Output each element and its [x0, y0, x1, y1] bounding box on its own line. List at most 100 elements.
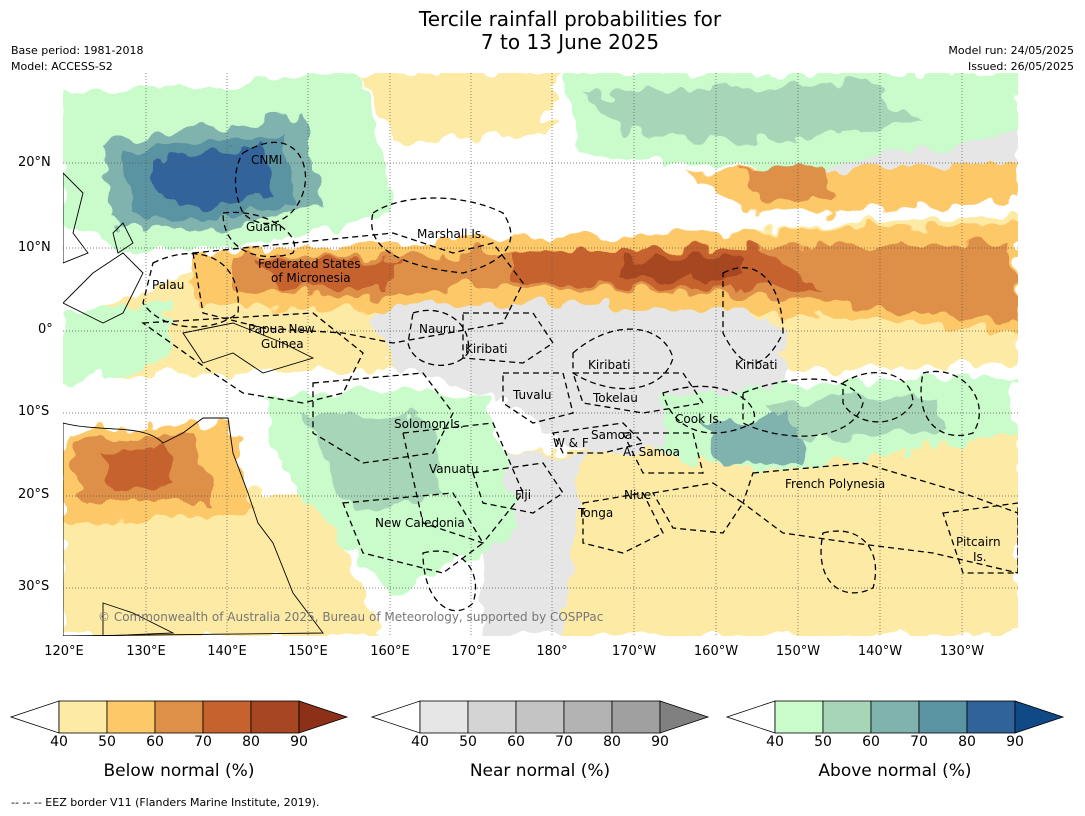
colorbar-below-swatch-40 [58, 700, 108, 734]
graticule [63, 73, 1018, 636]
colorbar-below-label: 40 [50, 734, 68, 750]
label-new-caledonia: New Caledonia [375, 516, 465, 530]
colorbar-below-title: Below normal (%) [103, 761, 255, 781]
label-vanuatu: Vanuatu [429, 462, 479, 476]
lon-tick-140w: 140°W [857, 644, 903, 659]
lon-tick-130e: 130°E [126, 644, 166, 659]
colorbar-above-label: 40 [766, 734, 784, 750]
colorbar-near-swatch-80 [611, 700, 661, 734]
label-cook: Cook Is. [675, 412, 722, 426]
colorbar-below-under [9, 700, 60, 734]
colorbar-below-label: 90 [290, 734, 308, 750]
model-name: Model: ACCESS-S2 [11, 60, 113, 73]
lat-tick-20n: 20°N [18, 155, 51, 170]
colorbar-above-label: 70 [910, 734, 928, 750]
lon-tick-160w: 160°W [693, 644, 739, 659]
label-kiribati-2: Kiribati [588, 358, 630, 372]
label-wf: W & F [553, 436, 589, 450]
colorbar-above-swatch-50 [822, 700, 872, 734]
colorbar-near-label: 90 [651, 734, 669, 750]
colorbar-below-label: 50 [98, 734, 116, 750]
label-kiribati-3: Kiribati [735, 358, 777, 372]
colorbar-below-swatch-50 [106, 700, 156, 734]
label-palau: Palau [152, 278, 184, 292]
coastlines [63, 172, 324, 636]
colorbar-above-swatch-60 [870, 700, 920, 734]
label-solomon: Solomon Is. [394, 417, 464, 431]
colorbar-near-title: Near normal (%) [469, 761, 611, 781]
colorbar-below-label: 70 [194, 734, 212, 750]
label-fsm-2: of Micronesia [271, 271, 351, 285]
colorbar-near-label: 40 [411, 734, 429, 750]
meta-right: Model run: 24/05/2025 Issued: 26/05/2025 [948, 43, 1074, 75]
label-fsm-1: Federated States [258, 257, 360, 271]
lat-tick-0: 0° [38, 322, 53, 337]
colorbar-near-swatch-70 [563, 700, 613, 734]
lat-tick-30s: 30°S [18, 579, 50, 594]
label-french-polynesia: French Polynesia [785, 477, 885, 491]
lon-tick-180: 180° [536, 644, 568, 659]
colorbar-below-swatch-80 [250, 700, 300, 734]
colorbar-below-swatch-60 [154, 700, 204, 734]
colorbar-above-swatches [725, 700, 1065, 734]
label-pitcairn-2: Is. [973, 550, 987, 564]
colorbar-above-swatch-80 [966, 700, 1016, 734]
lon-tick-130w: 130°W [939, 644, 985, 659]
lon-tick-170w: 170°W [611, 644, 657, 659]
colorbar-above-label: 90 [1006, 734, 1024, 750]
lon-tick-140e: 140°E [207, 644, 247, 659]
colorbar-near-label: 80 [603, 734, 621, 750]
colorbar-below-swatches [9, 700, 349, 734]
eez-footnote: -- -- -- EEZ border V11 (Flanders Marine… [11, 796, 320, 809]
colorbar-above-swatch-70 [918, 700, 968, 734]
colorbar-above: 40 50 60 70 80 90 Above normal (%) [725, 700, 1066, 781]
colorbar-above-over [1014, 700, 1065, 734]
label-png-2: Guinea [261, 337, 304, 351]
colorbar-near: 40 50 60 70 80 90 Near normal (%) [370, 700, 711, 781]
issued-date: Issued: 26/05/2025 [967, 60, 1074, 73]
label-samoa: Samoa [591, 428, 632, 442]
title-line-1: Tercile rainfall probabilities for [418, 7, 722, 31]
model-run: Model run: 24/05/2025 [948, 44, 1074, 57]
colorbar-near-swatch-60 [515, 700, 565, 734]
lon-tick-120e: 120°E [44, 644, 84, 659]
colorbar-below: 40 50 60 70 80 90 Below normal (%) [9, 700, 350, 781]
colorbar-above-label: 80 [958, 734, 976, 750]
lat-tick-10n: 10°N [18, 240, 51, 255]
colorbar-above-swatch-40 [774, 700, 824, 734]
colorbar-near-label: 60 [507, 734, 525, 750]
lon-tick-150w: 150°W [775, 644, 821, 659]
colorbar-above-label: 50 [814, 734, 832, 750]
label-tuvalu: Tuvalu [512, 388, 552, 402]
colorbar-near-label: 50 [459, 734, 477, 750]
lon-tick-160e: 160°E [370, 644, 410, 659]
colorbar-above-title: Above normal (%) [818, 761, 972, 781]
colorbar-below-swatch-70 [202, 700, 252, 734]
lat-tick-20s: 20°S [18, 487, 50, 502]
lat-tick-10s: 10°S [18, 404, 50, 419]
label-niue: Niue [624, 488, 651, 502]
colorbar-near-over [659, 700, 710, 734]
eez-borders [141, 141, 1018, 612]
colorbar-below-label: 80 [242, 734, 260, 750]
colorbar-near-swatch-40 [419, 700, 469, 734]
label-pitcairn-1: Pitcairn [956, 535, 1001, 549]
label-asamoa: A. Samoa [623, 445, 680, 459]
title-line-2: 7 to 13 June 2025 [480, 30, 660, 54]
lon-tick-150e: 150°E [288, 644, 328, 659]
label-fiji: Fiji [515, 488, 531, 502]
colorbar-near-label: 70 [555, 734, 573, 750]
label-kiribati-1: Kiribati [465, 342, 507, 356]
colorbar-below-label: 60 [146, 734, 164, 750]
rainfall-map: CNMI Guam Marshall Is. Federated States … [63, 73, 1018, 636]
colorbar-near-swatch-50 [467, 700, 517, 734]
label-png-1: Papua New [248, 322, 315, 336]
probability-field [63, 73, 1018, 636]
label-cnmi: CNMI [251, 153, 282, 167]
place-labels: CNMI Guam Marshall Is. Federated States … [152, 153, 1001, 564]
colorbar-above-under [725, 700, 776, 734]
label-nauru: Nauru [419, 322, 455, 336]
label-tonga: Tonga [577, 506, 613, 520]
meta-left: Base period: 1981-2018 Model: ACCESS-S2 [11, 43, 143, 75]
copyright-text: © Commonwealth of Australia 2025, Bureau… [98, 610, 603, 624]
